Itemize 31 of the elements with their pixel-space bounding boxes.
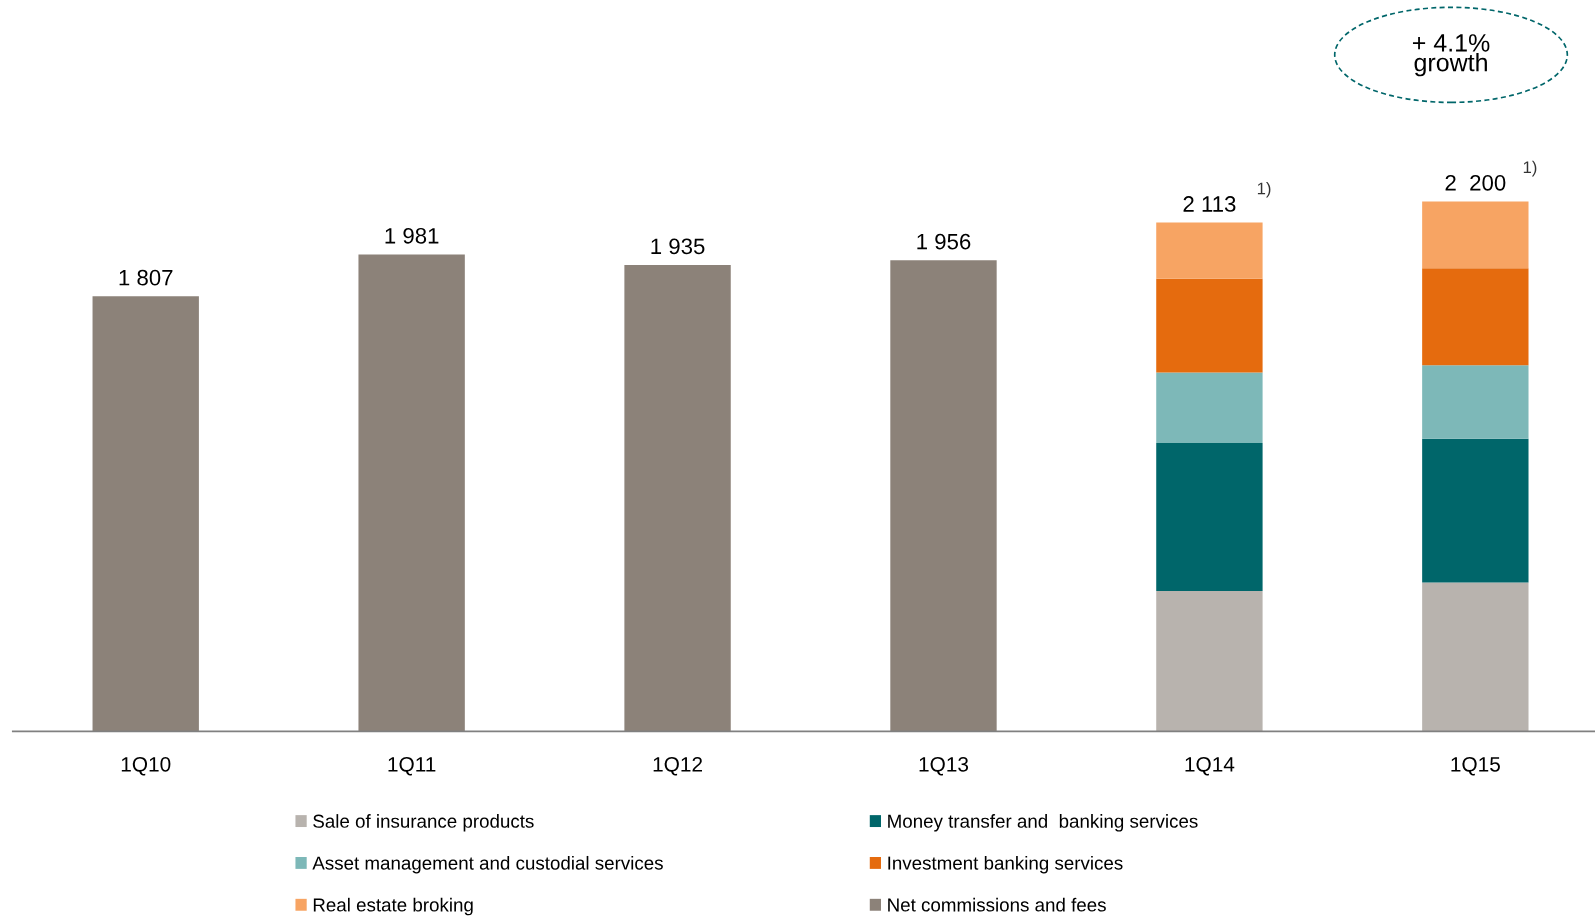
bar (1156, 372, 1263, 444)
legend-label: Sale of insurance products (313, 814, 534, 832)
x-tick-label: 1Q11 (388, 756, 436, 776)
bar (1422, 365, 1529, 439)
text: 1) (1257, 182, 1271, 198)
annotation: 2 200 (1445, 174, 1506, 191)
bar (1156, 278, 1263, 373)
text: 1) (1523, 160, 1537, 177)
text: + 4.1% growth (1412, 34, 1490, 77)
annotation: 1 807 (119, 269, 173, 286)
x-tick-label: 1Q10 (121, 756, 171, 776)
bar (1422, 268, 1529, 366)
legend-label: Real estate broking (313, 897, 473, 916)
annotation: 2 113 (1183, 196, 1236, 212)
x-tick-label: 1Q13 (919, 756, 969, 776)
x-tick-label: 1Q15 (1451, 756, 1500, 776)
legend-label: Money transfer and banking services (888, 814, 1198, 832)
x-tick-label: 1Q14 (1185, 756, 1235, 776)
annotation: 1 956 (917, 233, 971, 250)
bar (1422, 582, 1529, 732)
annotation: 1 981 (385, 227, 439, 244)
bar (1422, 438, 1529, 583)
legend-label: Net commissions and fees (888, 897, 1106, 912)
bar (1422, 201, 1529, 269)
bar (1156, 590, 1263, 732)
bar (1156, 222, 1263, 279)
legend-label: Asset management and custodial services (312, 855, 663, 874)
annotation: 1 935 (651, 238, 705, 255)
bar (1156, 443, 1263, 591)
x-tick-label: 1Q12 (653, 756, 702, 776)
legend-label: Investment banking services (888, 855, 1123, 874)
